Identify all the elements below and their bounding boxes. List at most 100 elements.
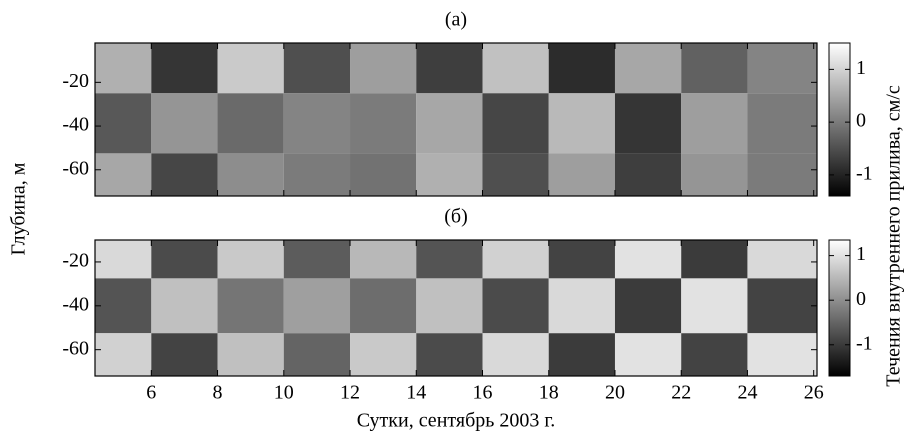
heatmap-cell xyxy=(614,153,682,196)
heatmap-cell xyxy=(482,43,549,94)
heatmap-cell xyxy=(283,333,351,376)
heatmap-cell xyxy=(151,333,218,376)
y-tick-label: -40 xyxy=(62,293,89,315)
colorbar-tick-label: -1 xyxy=(856,162,873,184)
x-axis-label: Сутки, сентябрь 2003 г. xyxy=(357,410,556,432)
heatmap-cell xyxy=(482,278,549,334)
x-tick-label: 18 xyxy=(539,382,559,404)
heatmap-cell xyxy=(350,278,417,334)
heatmap-cell xyxy=(151,43,218,94)
y-tick-label: -20 xyxy=(62,250,89,272)
heatmap-cell xyxy=(217,333,284,376)
heatmap-cell xyxy=(95,153,152,196)
heatmap-cell xyxy=(217,278,284,334)
heatmap-cell xyxy=(95,240,152,279)
colorbar xyxy=(828,239,851,377)
x-tick-label: 12 xyxy=(340,382,360,404)
x-tick-label: 16 xyxy=(472,382,492,404)
heatmap-cell xyxy=(350,43,417,94)
x-tick-label: 6 xyxy=(146,382,156,404)
heatmap-cell xyxy=(747,43,817,94)
colorbar xyxy=(828,42,851,197)
heatmap-cell xyxy=(681,278,748,334)
heatmap-cell xyxy=(350,240,417,279)
panel-title: (a) xyxy=(445,9,467,31)
heatmap-cell xyxy=(681,240,748,279)
heatmap-cell xyxy=(95,333,152,376)
heatmap-cell xyxy=(350,153,417,196)
heatmap-cell xyxy=(747,333,817,376)
heatmap xyxy=(95,240,817,376)
heatmap-cell xyxy=(416,153,483,196)
heatmap-cell xyxy=(747,278,817,334)
heatmap-cell xyxy=(747,240,817,279)
x-tick-label: 24 xyxy=(737,382,757,404)
heatmap-cell xyxy=(548,43,615,94)
heatmap-cell xyxy=(416,93,483,154)
x-tick-label: 22 xyxy=(671,382,691,404)
heatmap-cell xyxy=(482,240,549,279)
heatmap-cell xyxy=(95,278,152,334)
plot-frame xyxy=(94,239,818,377)
heatmap-cell xyxy=(283,153,351,196)
heatmap-cell xyxy=(482,153,549,196)
heatmap-cell xyxy=(548,240,615,279)
heatmap-cell xyxy=(95,93,152,154)
colorbar-tick-label: -1 xyxy=(856,332,873,354)
panel-title: (б) xyxy=(444,206,468,228)
heatmap-cell xyxy=(681,43,748,94)
x-tick-label: 8 xyxy=(213,382,223,404)
heatmap-cell xyxy=(283,93,351,154)
colorbar-tick-label: 0 xyxy=(856,110,866,132)
heatmap-cell xyxy=(283,278,351,334)
heatmap-cell xyxy=(350,333,417,376)
heatmap-cell xyxy=(482,333,549,376)
heatmap-cell xyxy=(416,333,483,376)
heatmap-cell xyxy=(614,333,682,376)
heatmap-cell xyxy=(283,43,351,94)
y-tick-label: -60 xyxy=(62,337,89,359)
heatmap-cell xyxy=(151,93,218,154)
heatmap-cell xyxy=(217,43,284,94)
colorbar-tick-label: 1 xyxy=(856,243,866,265)
heatmap-cell xyxy=(548,333,615,376)
heatmap-cell xyxy=(350,93,417,154)
heatmap-cell xyxy=(747,93,817,154)
heatmap-cell xyxy=(681,333,748,376)
colorbar-tick-label: 1 xyxy=(856,57,866,79)
x-tick-label: 20 xyxy=(605,382,625,404)
y-tick-label: -60 xyxy=(62,157,89,179)
heatmap-cell xyxy=(95,43,152,94)
heatmap-cell xyxy=(548,153,615,196)
heatmap-cell xyxy=(747,153,817,196)
heatmap-cell xyxy=(681,153,748,196)
y-axis-label: Глубина, м xyxy=(8,162,30,255)
heatmap-cell xyxy=(681,93,748,154)
heatmap-cell xyxy=(151,153,218,196)
heatmap-cell xyxy=(151,278,218,334)
heatmap-cell xyxy=(283,240,351,279)
heatmap-cell xyxy=(614,43,682,94)
heatmap-cell xyxy=(548,93,615,154)
heatmap-cell xyxy=(416,240,483,279)
heatmap-cell xyxy=(151,240,218,279)
x-tick-label: 26 xyxy=(804,382,824,404)
heatmap xyxy=(95,43,817,196)
plot-frame xyxy=(94,42,818,197)
heatmap-cell xyxy=(614,240,682,279)
heatmap-cell xyxy=(416,278,483,334)
heatmap-cell xyxy=(217,153,284,196)
heatmap-cell xyxy=(548,278,615,334)
y-tick-label: -40 xyxy=(62,114,89,136)
colorbar-tick-label: 0 xyxy=(856,288,866,310)
x-tick-label: 14 xyxy=(406,382,426,404)
y-tick-label: -20 xyxy=(62,70,89,92)
x-tick-label: 10 xyxy=(274,382,294,404)
heatmap-cell xyxy=(416,43,483,94)
heatmap-cell xyxy=(614,278,682,334)
heatmap-cell xyxy=(482,93,549,154)
heatmap-cell xyxy=(614,93,682,154)
heatmap-cell xyxy=(217,240,284,279)
heatmap-cell xyxy=(217,93,284,154)
